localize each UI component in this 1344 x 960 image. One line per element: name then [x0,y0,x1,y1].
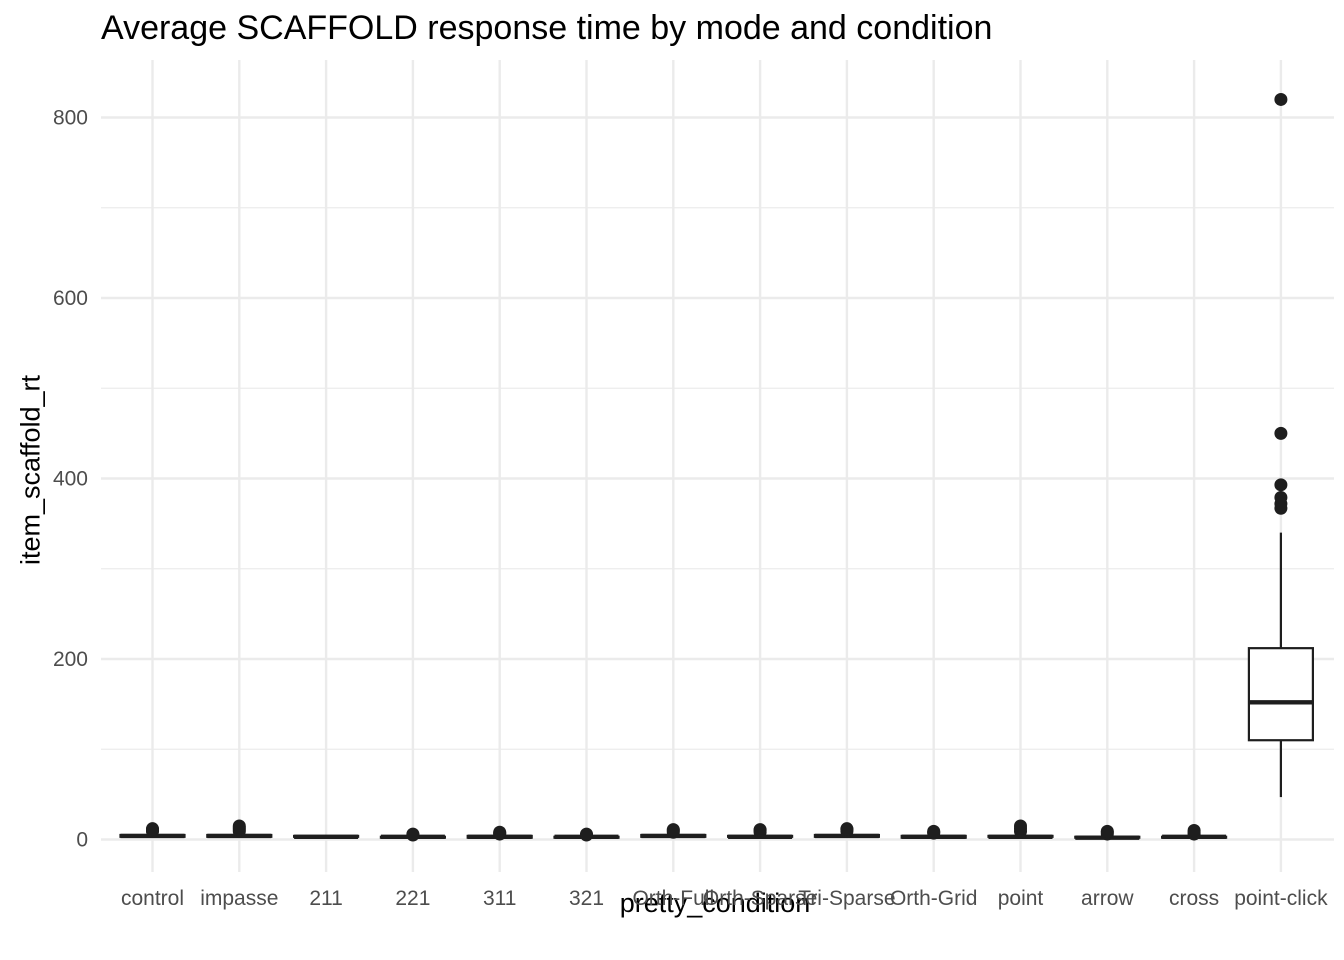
outlier-point [1187,823,1201,837]
x-axis-title: pretty_condition [619,888,811,918]
outlier-point [753,823,767,837]
y-tick-label: 800 [53,107,88,130]
boxplot [466,825,533,841]
x-tick-label: point [998,887,1044,910]
outlier-point [1100,824,1114,838]
outlier-point [1274,92,1288,106]
x-tick-label: 221 [395,887,430,910]
outlier-point [1274,490,1288,504]
x-tick-label: cross [1169,887,1219,910]
outlier-point [1014,819,1027,833]
boxplot [900,824,967,840]
outlier-point [1274,426,1288,440]
outlier-point [406,827,420,841]
boxplot [640,823,707,839]
boxplot [1247,92,1315,798]
y-tick-label: 600 [53,287,88,310]
boxplots [119,92,1315,842]
outlier-point [666,823,680,837]
boxplot [293,834,360,839]
chart-title: Average SCAFFOLD response time by mode a… [101,9,993,47]
y-tick-label: 400 [53,468,88,491]
x-tick-label: Orth-Full [632,887,714,910]
boxplot [987,819,1054,839]
box-iqr [1247,647,1315,742]
outlier-point [840,822,854,836]
x-tick-label: 211 [309,887,342,910]
y-tick-label: 200 [53,648,88,671]
boxplot [553,827,620,842]
x-tick-label: 321 [569,887,604,910]
outlier-point [493,825,507,839]
outlier-point [1274,478,1288,492]
grid-major [101,60,1334,872]
boxplot [206,819,273,839]
boxplot [1160,823,1228,841]
boxplot [813,822,881,839]
outlier-point [927,824,941,838]
outlier-point [580,827,593,841]
outlier-point [232,819,246,833]
boxplot [1074,824,1141,841]
x-tick-label: 311 [483,887,516,910]
y-tick-label: 0 [76,829,88,852]
y-tick-labels: 0 200 400 600 800 [53,107,88,852]
x-tick-label: point-click [1234,887,1328,910]
x-tick-label: control [121,887,184,910]
x-tick-label: Orth-Grid [890,887,978,910]
x-tick-label: Orth-Sparse [703,887,817,910]
x-tick-label: Tri-Sparse [798,887,895,910]
x-tick-label: impasse [200,887,278,910]
boxplot [119,822,186,839]
x-axis-title-wrap: pretty_condition [0,888,1344,919]
outlier-point [146,822,159,836]
boxplot [726,823,794,839]
x-tick-labels: control impasse 211 221 311 321 Orth-FullOrth-… [121,887,1328,910]
boxplot [379,827,446,842]
grid-minor [101,207,1334,750]
x-tick-label: arrow [1081,887,1134,910]
